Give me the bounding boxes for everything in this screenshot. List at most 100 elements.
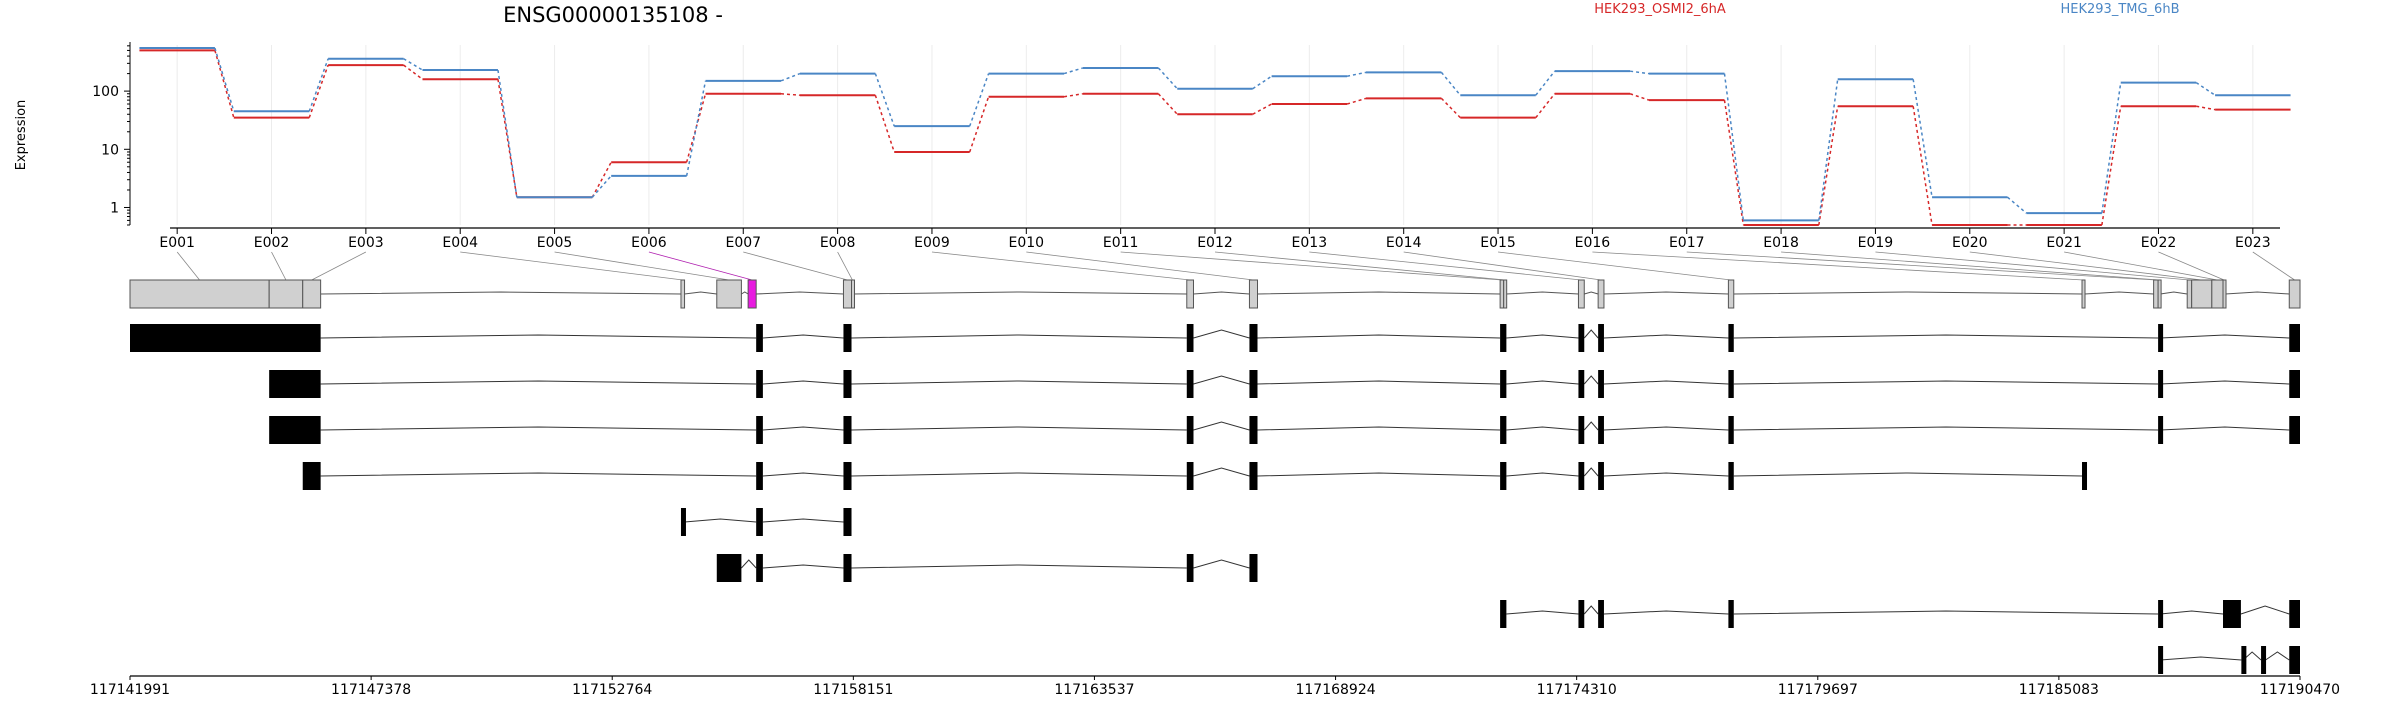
transcript-exon xyxy=(1578,324,1585,352)
series-2-connector xyxy=(591,175,612,198)
transcript-exon xyxy=(1186,416,1194,444)
transcript-intron xyxy=(1583,605,1599,615)
gene-exon-E014 xyxy=(1597,279,1605,309)
x-tick-label-E015: E015 xyxy=(1480,235,1516,251)
transcript-exon xyxy=(2223,600,2241,628)
legend-series-2: HEK293_TMG_6hB xyxy=(2061,2,2180,17)
connector-E002 xyxy=(271,251,287,281)
x-tick-label-E008: E008 xyxy=(820,235,856,251)
transcript-intron xyxy=(1257,472,1501,477)
series-2-connector xyxy=(1063,67,1084,75)
transcript-exon xyxy=(2289,370,2300,398)
transcript-exon xyxy=(2158,600,2164,628)
transcript-exon xyxy=(269,370,321,398)
transcript-exon xyxy=(1578,462,1585,490)
transcript-exon xyxy=(1598,416,1604,444)
transcript-exon xyxy=(1186,462,1194,490)
series-2-connector xyxy=(1346,71,1367,77)
transcript-exon xyxy=(2158,646,2164,674)
series-2-connector xyxy=(214,47,235,112)
genomic-tick-label: 117168924 xyxy=(1295,682,1375,698)
x-tick-label-E004: E004 xyxy=(442,235,478,251)
transcript-intron xyxy=(320,426,757,431)
transcript-exon xyxy=(2158,324,2164,352)
connector-E015 xyxy=(1497,251,1732,281)
gene-exon-E004 xyxy=(680,279,686,309)
gene-intron xyxy=(756,291,844,295)
x-tick-label-E022: E022 xyxy=(2141,235,2177,251)
transcript-exon xyxy=(2289,324,2300,352)
transcript-exon xyxy=(302,462,321,490)
transcript-intron xyxy=(1733,426,2159,431)
gene-exon-E011 xyxy=(1499,279,1505,309)
series-1-connector xyxy=(497,79,518,198)
transcript-intron xyxy=(762,426,844,431)
transcript-exon xyxy=(1728,416,1734,444)
gene-exon-E013 xyxy=(1577,279,1585,309)
transcripts xyxy=(130,324,2300,674)
series-2-connector xyxy=(968,73,990,127)
gene-exon-E008 xyxy=(851,279,856,309)
transcript-intron xyxy=(1506,426,1579,431)
transcript-exon xyxy=(1598,370,1604,398)
transcript-intron xyxy=(1733,380,2159,385)
x-tick-label-E017: E017 xyxy=(1669,235,1705,251)
gene-model xyxy=(129,279,2301,309)
transcript-exon xyxy=(1578,416,1585,444)
gene-intron xyxy=(1584,291,1599,295)
series-2-connector xyxy=(1535,70,1556,96)
connector-E012 xyxy=(1214,251,1506,281)
connector-E021 xyxy=(2064,251,2218,281)
transcript-exon xyxy=(843,370,852,398)
series-1-connector xyxy=(403,64,423,80)
transcript-exon xyxy=(756,462,763,490)
x-tick-label-E009: E009 xyxy=(914,235,950,251)
series-2-connector xyxy=(780,72,801,82)
transcript-intron xyxy=(320,380,757,385)
transcript-intron xyxy=(1193,375,1250,385)
transcript-intron xyxy=(762,334,844,339)
gene-exon-E006 xyxy=(747,279,757,309)
transcript-intron xyxy=(1506,472,1579,477)
transcript-intron xyxy=(1733,610,2159,615)
series-1-connector xyxy=(214,50,235,118)
gene-intron xyxy=(1257,291,1501,295)
gene-intron xyxy=(853,291,1187,295)
connector-E018 xyxy=(1781,251,2160,281)
connector-E007 xyxy=(743,251,848,281)
transcript-intron xyxy=(851,380,1187,385)
x-tick-label-E013: E013 xyxy=(1292,235,1328,251)
transcript-exon xyxy=(1186,370,1194,398)
gene-exon-E016 xyxy=(2081,279,2086,309)
series-2-connector xyxy=(308,58,329,112)
y-axis-label: Expression xyxy=(14,100,29,171)
series-2-connector xyxy=(2007,196,2027,214)
transcript-exon xyxy=(269,416,321,444)
x-tick-label-E007: E007 xyxy=(725,235,761,251)
transcript-intron xyxy=(1603,426,1729,431)
chart-title: ENSG00000135108 - xyxy=(503,3,723,27)
transcript-intron xyxy=(1506,610,1579,615)
gene-intron xyxy=(1193,291,1250,295)
gene-exon-E022 xyxy=(2222,279,2227,309)
gene-intron xyxy=(2084,291,2154,295)
transcript-intron xyxy=(2160,380,2290,385)
transcript-exon xyxy=(680,508,686,536)
gene-exon-E010 xyxy=(1248,279,1259,309)
x-tick-label-E001: E001 xyxy=(159,235,195,251)
series-2-connector xyxy=(2101,82,2122,214)
series-2-connector xyxy=(1630,70,1650,75)
transcript-3 xyxy=(269,416,2300,444)
legend-series-1: HEK293_OSMI2_6hA xyxy=(1594,2,1726,17)
gene-exon-E001 xyxy=(129,279,270,309)
transcript-intron xyxy=(1506,334,1579,339)
gene-intron xyxy=(1506,291,1579,295)
x-tick-label-E016: E016 xyxy=(1575,235,1611,251)
transcript-intron xyxy=(320,472,757,477)
transcript-8 xyxy=(2158,646,2300,674)
genomic-tick-label: 117174310 xyxy=(1537,682,1617,698)
transcript-exon xyxy=(756,370,763,398)
transcript-intron xyxy=(1583,375,1599,385)
transcript-exon xyxy=(130,324,321,352)
